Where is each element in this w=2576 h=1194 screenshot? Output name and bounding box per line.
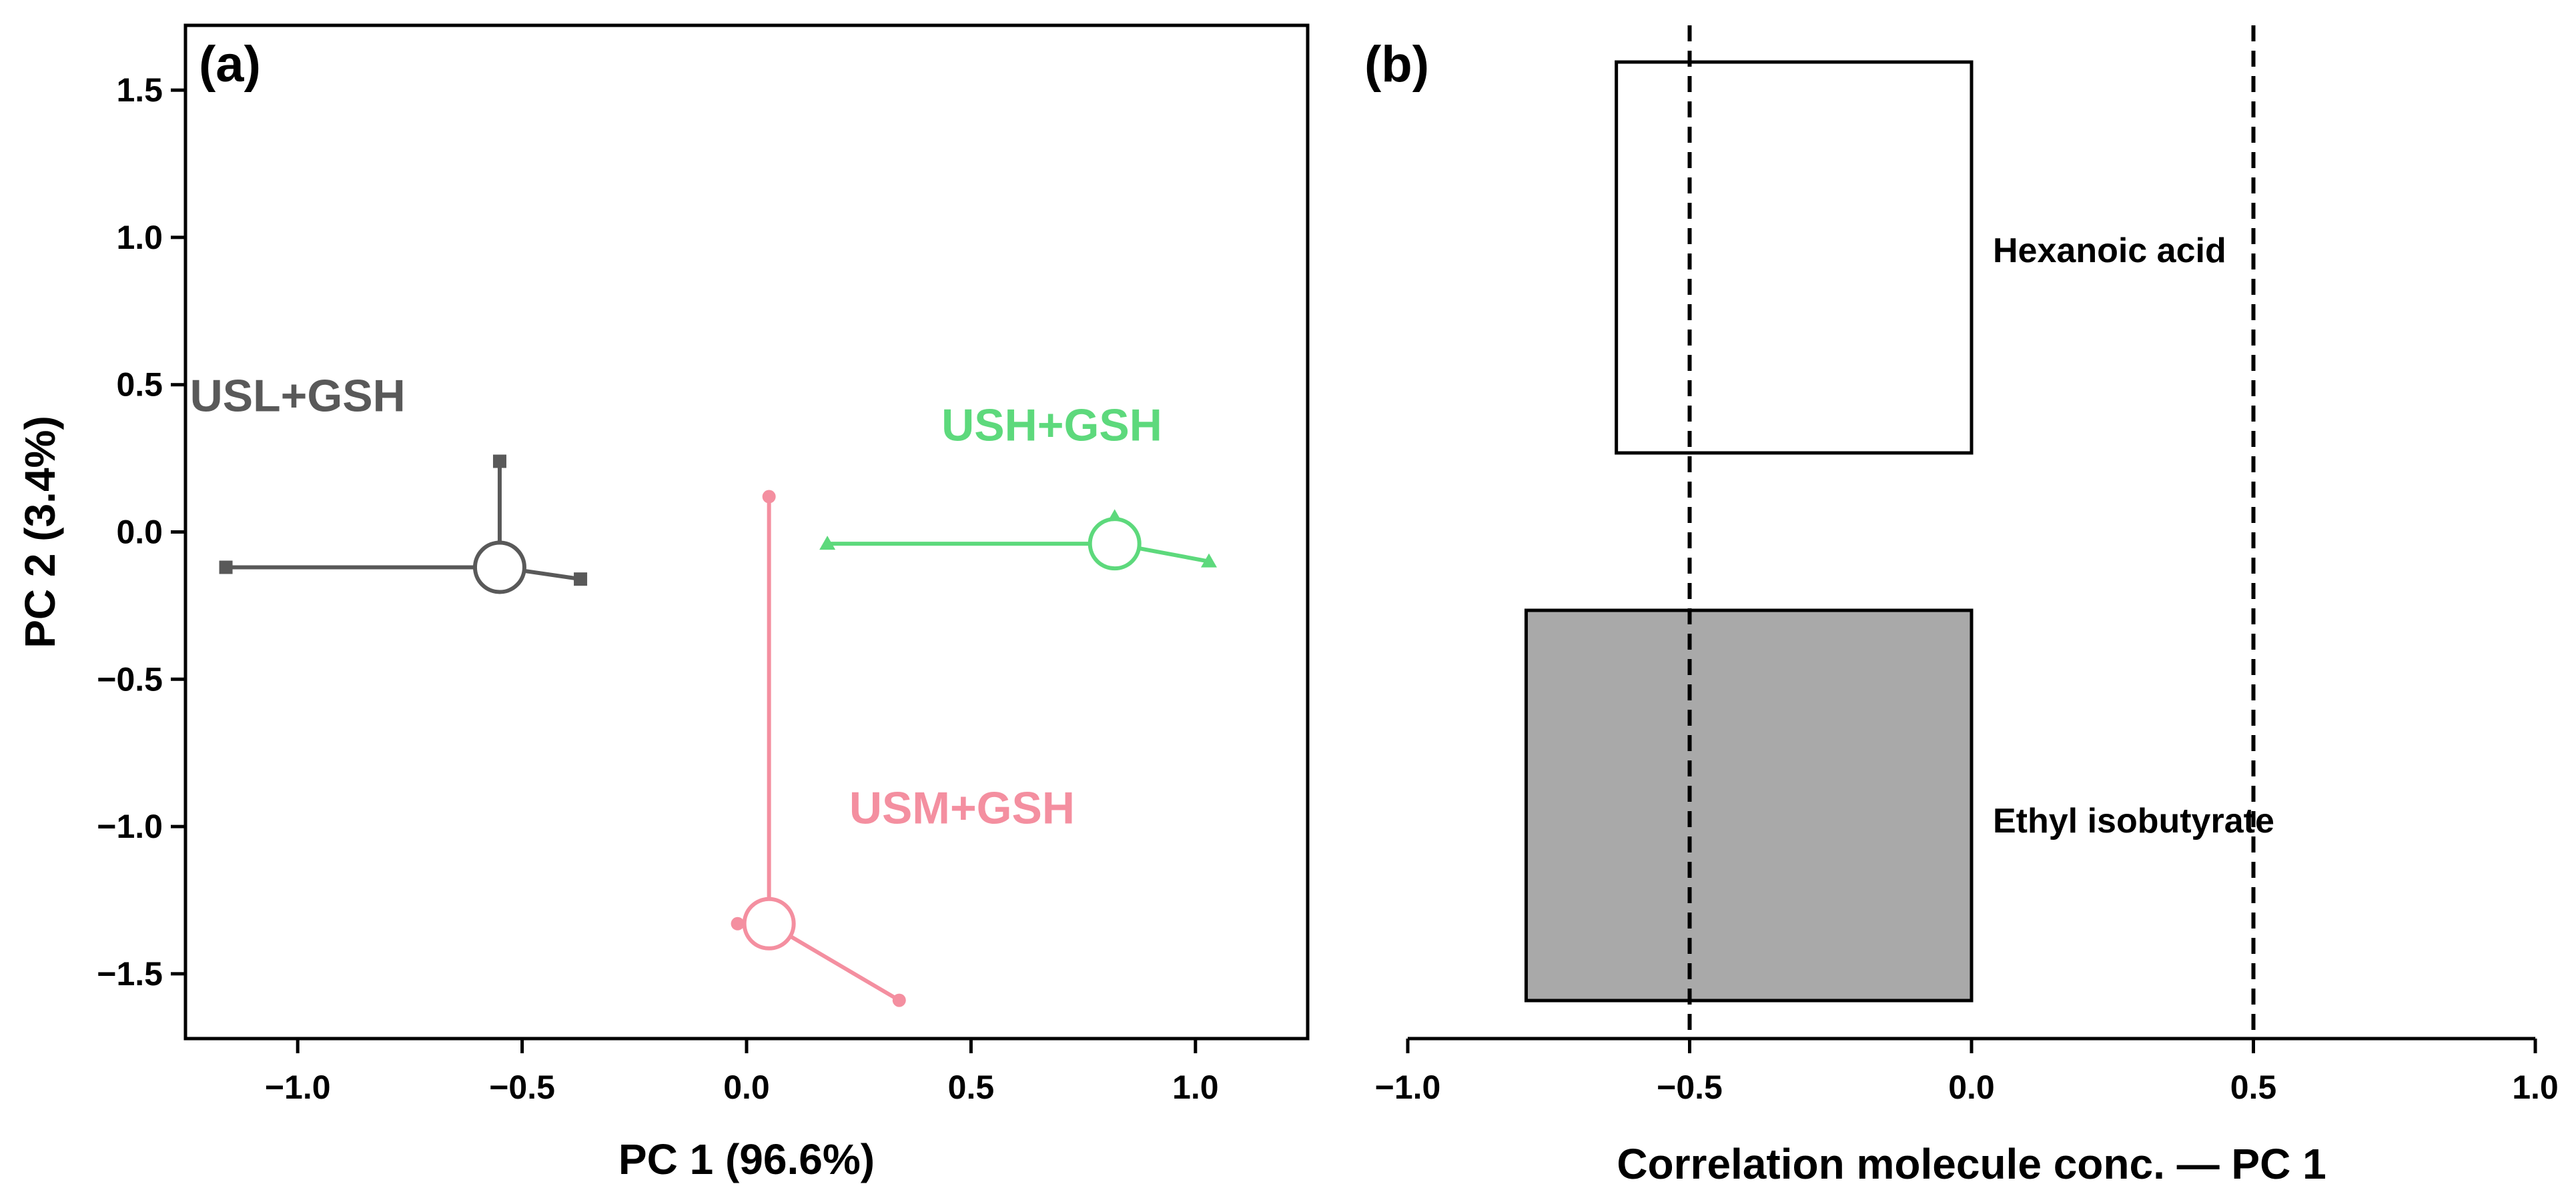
y-tick-label: 1.0 [116,219,163,256]
data-point [492,454,506,468]
bar-category-label: Hexanoic acid [1993,231,2226,270]
x-tick-label: −0.5 [489,1069,555,1106]
data-point [731,917,745,931]
data-point [1200,553,1217,568]
bar [1615,60,1974,455]
x-tick-label: 0.5 [2230,1069,2277,1106]
y-tick-label: −0.5 [97,660,163,698]
bar-category-label: Ethyl isobutyrate [1993,802,2274,840]
y-tick-label: 1.5 [116,71,163,109]
data-point [219,560,233,574]
group-label: USL+GSH [190,370,406,421]
group-centroid [742,897,796,951]
y-tick-label: −1.5 [97,955,163,993]
bar [1524,608,1974,1003]
x-tick-label: 0.5 [948,1069,995,1106]
y-axis-title: PC 2 (3.4%) [16,416,64,648]
data-point [892,993,906,1007]
x-axis-title: PC 1 (96.6%) [618,1135,875,1183]
data-point [574,572,588,586]
x-tick-label: 1.0 [2512,1069,2559,1106]
x-tick-label: −1.0 [1375,1069,1441,1106]
panel-label-a: (a) [199,36,261,93]
x-tick-label: −0.5 [1657,1069,1723,1106]
x-tick-label: −1.0 [265,1069,331,1106]
x-tick-label: 0.0 [1948,1069,1995,1106]
y-tick-label: 0.0 [116,514,163,551]
y-tick-label: 0.5 [116,366,163,404]
x-tick-label: 0.0 [723,1069,770,1106]
panel-b: Hexanoic acid Ethyl isobutyrate −1.0 −0.5 0.… [1364,25,2559,1188]
x-axis-title: Correlation molecule conc. — PC 1 [1617,1140,2326,1188]
data-point [762,490,776,504]
data-point [819,536,836,550]
group-centroid [472,540,526,594]
x-tick-label: 1.0 [1172,1069,1219,1106]
group-label: USH+GSH [941,400,1162,451]
y-tick-label: −1.0 [97,808,163,845]
panel-a: −1.0 −0.5 0.0 0.5 1.0 −1.5 −1.0 −0.5 0.0 0.5 1.0 1.… [16,23,1310,1183]
group-label: USM+GSH [849,783,1075,834]
panel-label-b: (b) [1364,36,1429,93]
plot-frame [183,23,1310,1041]
group-centroid [1088,517,1142,571]
